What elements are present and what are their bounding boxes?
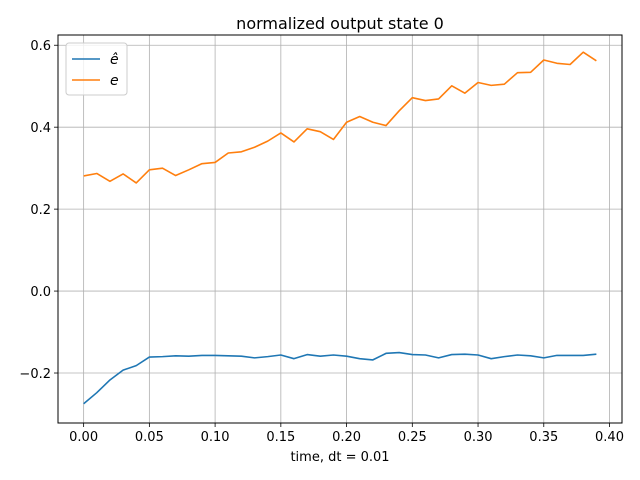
- x-tick-label: 0.05: [135, 430, 164, 445]
- y-axis: −0.2 0.0 0.2 0.4 0.6: [19, 39, 58, 382]
- x-tick-label: 0.25: [398, 430, 427, 445]
- x-tick-label: 0.20: [332, 430, 361, 445]
- y-tick-label: 0.2: [30, 203, 51, 218]
- legend-label: e: [110, 73, 119, 89]
- y-tick-label: 0.4: [30, 121, 51, 136]
- series-line-1: [83, 51, 597, 184]
- legend: êe: [65, 42, 128, 96]
- legend-label: ê: [110, 52, 119, 68]
- x-tick-label: 0.40: [595, 430, 624, 445]
- grid: [58, 35, 622, 423]
- x-tick-label: 0.15: [266, 430, 295, 445]
- series-layer: [83, 51, 597, 405]
- x-tick-label: 0.00: [69, 430, 98, 445]
- y-tick-label: −0.2: [19, 367, 51, 382]
- plot-frame: [57, 34, 623, 424]
- x-axis: 0.00 0.05 0.10 0.15 0.20 0.25 0.30 0.35 0.40: [69, 423, 624, 445]
- y-tick-label: 0.6: [30, 39, 51, 54]
- y-tick-label: 0.0: [30, 285, 51, 300]
- series-line-0: [83, 351, 597, 405]
- x-tick-label: 0.30: [464, 430, 493, 445]
- chart-title: normalized output state 0: [236, 14, 444, 33]
- x-tick-label: 0.35: [529, 430, 558, 445]
- x-tick-label: 0.10: [201, 430, 230, 445]
- legend-box: [65, 42, 128, 96]
- x-axis-label: time, dt = 0.01: [290, 450, 389, 465]
